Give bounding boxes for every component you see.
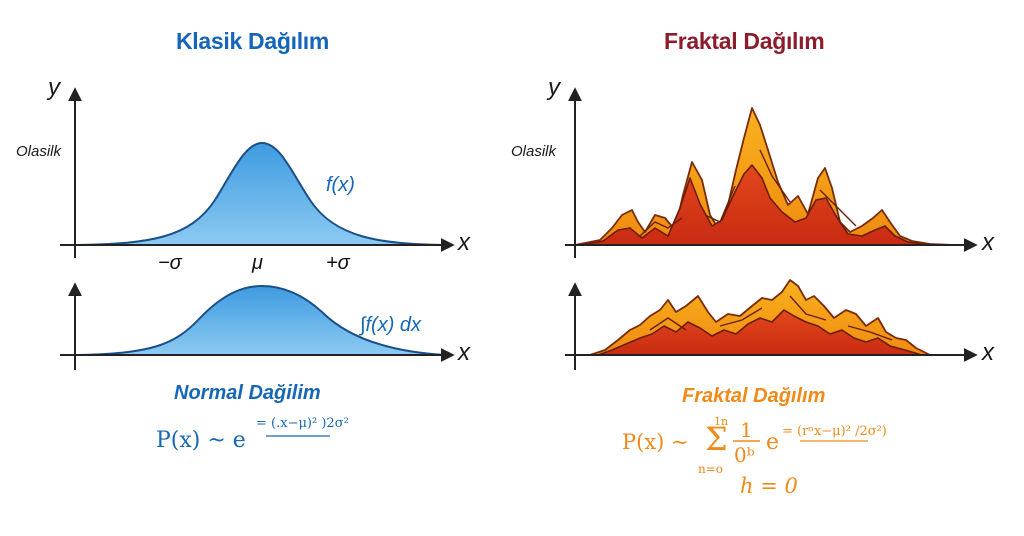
fractal-contour-lines-bottom [649,295,893,341]
fractal-exp-rest: /2σ²) [855,424,887,439]
h-equation: h = 0 [740,474,798,498]
fractal-exponent: = (rⁿx−μ)² /2σ²) [782,424,887,439]
fraction-denominator: 0ᵇ [734,443,755,467]
fractal-bottom-plot [565,279,978,370]
fractal-contour-lines-top [639,149,857,237]
y-axis-label-right: y [548,74,560,101]
sum-lower-limit: n=o [698,462,724,476]
normal-exp-numerator: (.x−μ)² [271,416,318,431]
fractal-exp-numerator: (rⁿx−μ)² [797,424,851,439]
normal-exp-eq: = [256,416,267,431]
integral-label: ∫f(x) dx [360,314,422,336]
classic-bottom-plot [60,282,455,370]
sum-upper-limit: 1n [714,415,729,428]
x-axis-label-left-bottom: x [458,339,470,366]
fractal-distribution-title: Fraktal Dağılım [664,28,825,54]
fractal-orange-layer-top [574,107,956,246]
normal-formula-exponent: = (.x−μ)² )2σ² [256,416,349,431]
fraction-numerator: 1 [740,418,753,442]
normal-distribution-subtitle: Normal Dağilim [174,382,321,404]
normal-formula-lhs: P(x) ~ e [156,428,246,453]
sum-symbol: Σ [705,420,728,458]
fx-label: f(x) [326,174,355,196]
fractal-distribution-subtitle: Fraktal Dağılım [682,385,826,407]
fractal-red-layer-bottom [597,309,923,356]
x-axis-label-right-bottom: x [982,339,994,366]
minus-sigma-tick: −σ [158,252,182,274]
fractal-top-plot [565,87,978,258]
mu-tick: μ [252,252,263,274]
classic-top-plot [60,87,455,258]
probability-label-left: Olasilk [16,143,62,160]
fractal-red-layer-top [579,164,931,246]
gaussian-curve-bottom [77,284,446,356]
normal-formula: P(x) ~ e = (.x−μ)² )2σ² [156,416,349,453]
gaussian-curve-top [74,141,446,246]
probability-label-right: Olasilk [511,143,557,160]
plus-sigma-tick: +σ [326,252,350,274]
fractal-formula-lhs: P(x) ~ [622,430,689,454]
y-axis-label-left: y [48,74,60,101]
fractal-exp-eq: = [782,424,793,439]
x-axis-label-right-top: x [982,229,994,256]
normal-exp-rest: )2σ² [321,416,349,431]
classic-distribution-title: Klasik Dağılım [176,28,330,54]
fractal-exp-base: e [766,430,780,455]
x-axis-label-left-top: x [458,229,470,256]
